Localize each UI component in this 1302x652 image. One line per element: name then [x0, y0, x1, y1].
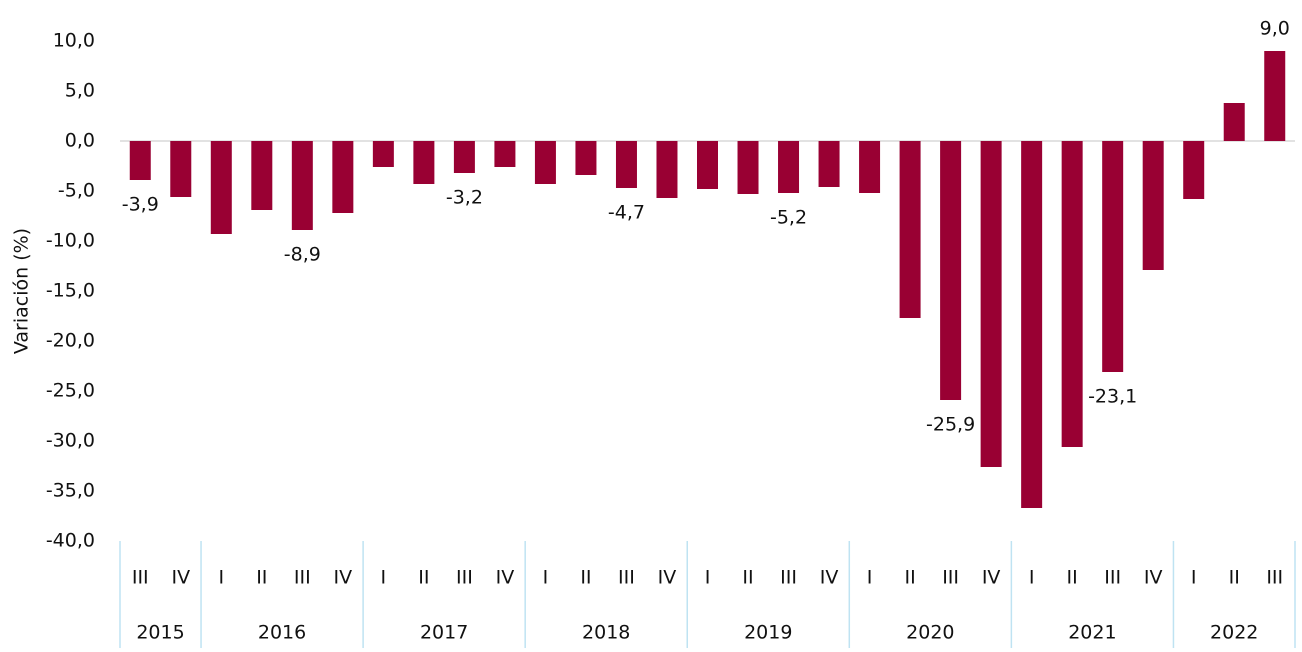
value-label: -25,9: [926, 414, 975, 436]
y-tick-label: -20,0: [46, 330, 95, 352]
year-label: 2022: [1210, 622, 1258, 644]
bar: [899, 141, 921, 318]
bar: [291, 141, 313, 230]
x-tick-label: I: [218, 567, 224, 589]
x-tick-label: III: [618, 567, 635, 589]
bar: [332, 141, 354, 213]
year-label: 2016: [258, 622, 306, 644]
value-label: -8,9: [284, 244, 321, 266]
x-tick-label: II: [1229, 567, 1240, 589]
x-tick-label: III: [132, 567, 149, 589]
x-tick-label: IV: [820, 567, 839, 589]
bar: [494, 141, 516, 167]
x-tick-label: II: [904, 567, 915, 589]
year-label: 2020: [906, 622, 954, 644]
bar: [575, 141, 597, 175]
y-tick-label: -40,0: [46, 530, 95, 552]
bar: [170, 141, 192, 197]
x-tick-label: I: [705, 567, 711, 589]
value-label: -4,7: [608, 202, 645, 224]
bar: [1061, 141, 1083, 447]
y-tick-label: -10,0: [46, 230, 95, 252]
bar: [737, 141, 759, 194]
year-label: 2019: [744, 622, 792, 644]
x-tick-label: IV: [658, 567, 677, 589]
bar: [129, 141, 151, 180]
x-tick-label: I: [543, 567, 549, 589]
x-tick-label: IV: [982, 567, 1001, 589]
bar: [1223, 103, 1245, 141]
year-label: 2018: [582, 622, 630, 644]
x-tick-label: I: [1029, 567, 1035, 589]
bar: [372, 141, 394, 167]
y-tick-label: -15,0: [46, 280, 95, 302]
y-tick-label: -25,0: [46, 380, 95, 402]
bar: [818, 141, 840, 187]
x-tick-label: II: [1067, 567, 1078, 589]
x-tick-label: II: [418, 567, 429, 589]
bar: [1142, 141, 1164, 270]
y-tick-label: 10,0: [53, 30, 95, 52]
y-axis-label: Variación (%): [11, 228, 33, 354]
bar: [453, 141, 475, 173]
y-tick-label: -30,0: [46, 430, 95, 452]
bar: [1264, 51, 1286, 141]
bar: [534, 141, 556, 184]
x-tick-label: II: [742, 567, 753, 589]
bar: [615, 141, 637, 188]
bar: [210, 141, 232, 234]
x-tick-label: IV: [334, 567, 353, 589]
x-tick-label: IV: [171, 567, 190, 589]
x-tick-label: I: [867, 567, 873, 589]
bar: [656, 141, 678, 198]
value-label: -3,9: [122, 194, 159, 216]
x-tick-label: II: [580, 567, 591, 589]
bar: [1183, 141, 1205, 199]
x-tick-label: III: [1266, 567, 1283, 589]
bar: [1021, 141, 1043, 508]
year-label: 2021: [1068, 622, 1116, 644]
y-tick-label: 0,0: [65, 130, 95, 152]
year-label: 2015: [136, 622, 184, 644]
x-tick-label: III: [294, 567, 311, 589]
y-tick-label: -5,0: [58, 180, 95, 202]
bar: [1102, 141, 1124, 372]
value-label: -5,2: [770, 207, 807, 229]
value-label: -3,2: [446, 187, 483, 209]
x-tick-label: III: [1104, 567, 1121, 589]
bar: [251, 141, 273, 210]
x-tick-label: IV: [496, 567, 515, 589]
x-tick-label: III: [780, 567, 797, 589]
value-label: 9,0: [1260, 18, 1290, 40]
bar: [859, 141, 881, 193]
bar: [980, 141, 1002, 467]
x-tick-label: I: [1191, 567, 1197, 589]
bar: [778, 141, 800, 193]
bar: [697, 141, 718, 189]
value-label: -23,1: [1088, 386, 1137, 408]
y-tick-label: -35,0: [46, 480, 95, 502]
x-tick-label: I: [381, 567, 387, 589]
x-tick-label: III: [942, 567, 959, 589]
x-tick-label: III: [456, 567, 473, 589]
bar: [413, 141, 435, 184]
x-tick-label: II: [256, 567, 267, 589]
y-tick-label: 5,0: [65, 80, 95, 102]
x-tick-label: IV: [1144, 567, 1163, 589]
year-label: 2017: [420, 622, 468, 644]
bar: [940, 141, 962, 400]
